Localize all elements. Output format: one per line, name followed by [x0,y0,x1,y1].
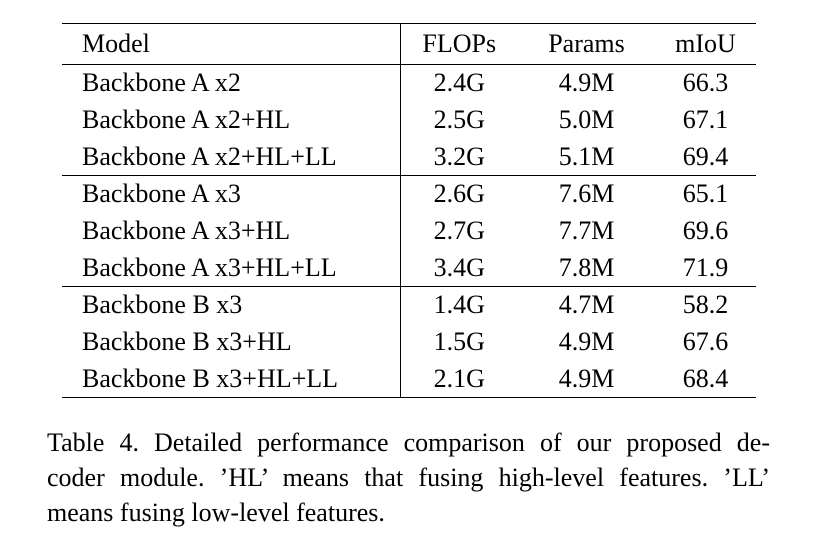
table-row: Backbone A x3+HL 2.7G 7.7M 69.6 [62,212,756,250]
table-row: Backbone A x2 2.4G 4.9M 66.3 [62,64,756,102]
table-cell: 65.1 [682,179,729,209]
table-cell: Backbone A x3+HL [62,212,401,250]
table-row: Backbone B x3+HL 1.5G 4.9M 67.6 [62,323,756,361]
table-cell: 69.4 [682,141,729,171]
header-row: Model FLOPs Params mIoU [62,23,756,65]
table-cell: 2.7G [433,216,485,245]
table-cell: 2.5G [433,105,485,134]
header-cell: Model [62,23,401,65]
table-cell: 71.9 [682,252,729,282]
caption-line: Table 4. Detailed performance comparison… [47,428,770,457]
table-cell: 67.6 [682,327,729,356]
table-row: Backbone B x3 1.4G 4.7M 58.2 [62,286,756,324]
table-cell: Backbone A x3 [62,175,401,213]
table-cell: Backbone A x2 [62,64,401,102]
table-row: Backbone A x3 2.6G 7.6M 65.1 [62,175,756,213]
table-cell: 67.1 [682,105,729,134]
table-cell: Backbone B x3 [62,286,401,324]
header-cell: mIoU [675,29,736,58]
table-row: Backbone A x3+HL+LL 3.4G 7.8M 71.9 [62,249,756,287]
table-cell: 66.3 [682,68,729,98]
results-table: Model FLOPs Params mIoU Backbone A x2 2.4G 4.… [62,23,756,398]
table-cell: 69.6 [682,216,729,245]
table-cell: 3.2G [433,141,485,171]
header-cell: FLOPs [422,29,497,58]
table-row: Backbone A x2+HL+LL 3.2G 5.1M 69.4 [62,138,756,176]
table-row: Backbone B x3+HL+LL 2.1G 4.9M 68.4 [62,360,756,398]
header-cell: Params [548,29,625,58]
table-cell: 1.4G [433,290,485,320]
table-cell: 68.4 [682,363,729,393]
caption-line: means fusing low-level features. [47,498,385,527]
table-cell: Backbone A x2+HL [62,101,401,139]
table-row: Backbone A x2+HL 2.5G 5.0M 67.1 [62,101,756,139]
table-cell: 4.9M [558,68,615,98]
row-group: Backbone A x2 2.4G 4.9M 66.3 Backbone A x2+H… [62,64,756,176]
caption-line: coder module. ’HL’ means that fusing hig… [47,463,770,492]
table-cell: 4.7M [558,290,615,320]
table-cell: 2.1G [433,363,485,393]
table-cell: 1.5G [433,327,485,356]
table-cell: Backbone A x3+HL+LL [62,249,401,287]
table-cell: 7.7M [558,216,615,245]
table-cell: 58.2 [682,290,729,320]
table-cell: 7.6M [558,179,615,209]
table-cell: 5.0M [558,105,615,134]
table-cell: Backbone A x2+HL+LL [62,138,401,176]
table-cell: 7.8M [558,252,615,282]
table-cell: 2.6G [433,179,485,209]
row-group: Backbone A x3 2.6G 7.6M 65.1 Backbone A x3+H… [62,175,756,287]
table-cell: 2.4G [433,68,485,98]
table-cell: 4.9M [558,363,615,393]
table-cell: Backbone B x3+HL+LL [62,360,401,398]
caption: Table 4. Detailed performance comparison… [47,425,770,530]
row-group: Backbone B x3 1.4G 4.7M 58.2 Backbone B x3+H… [62,286,756,398]
table-cell: 4.9M [558,327,615,356]
table-cell: Backbone B x3+HL [62,323,401,361]
table-cell: 3.4G [433,252,485,282]
table-cell: 5.1M [558,141,615,171]
